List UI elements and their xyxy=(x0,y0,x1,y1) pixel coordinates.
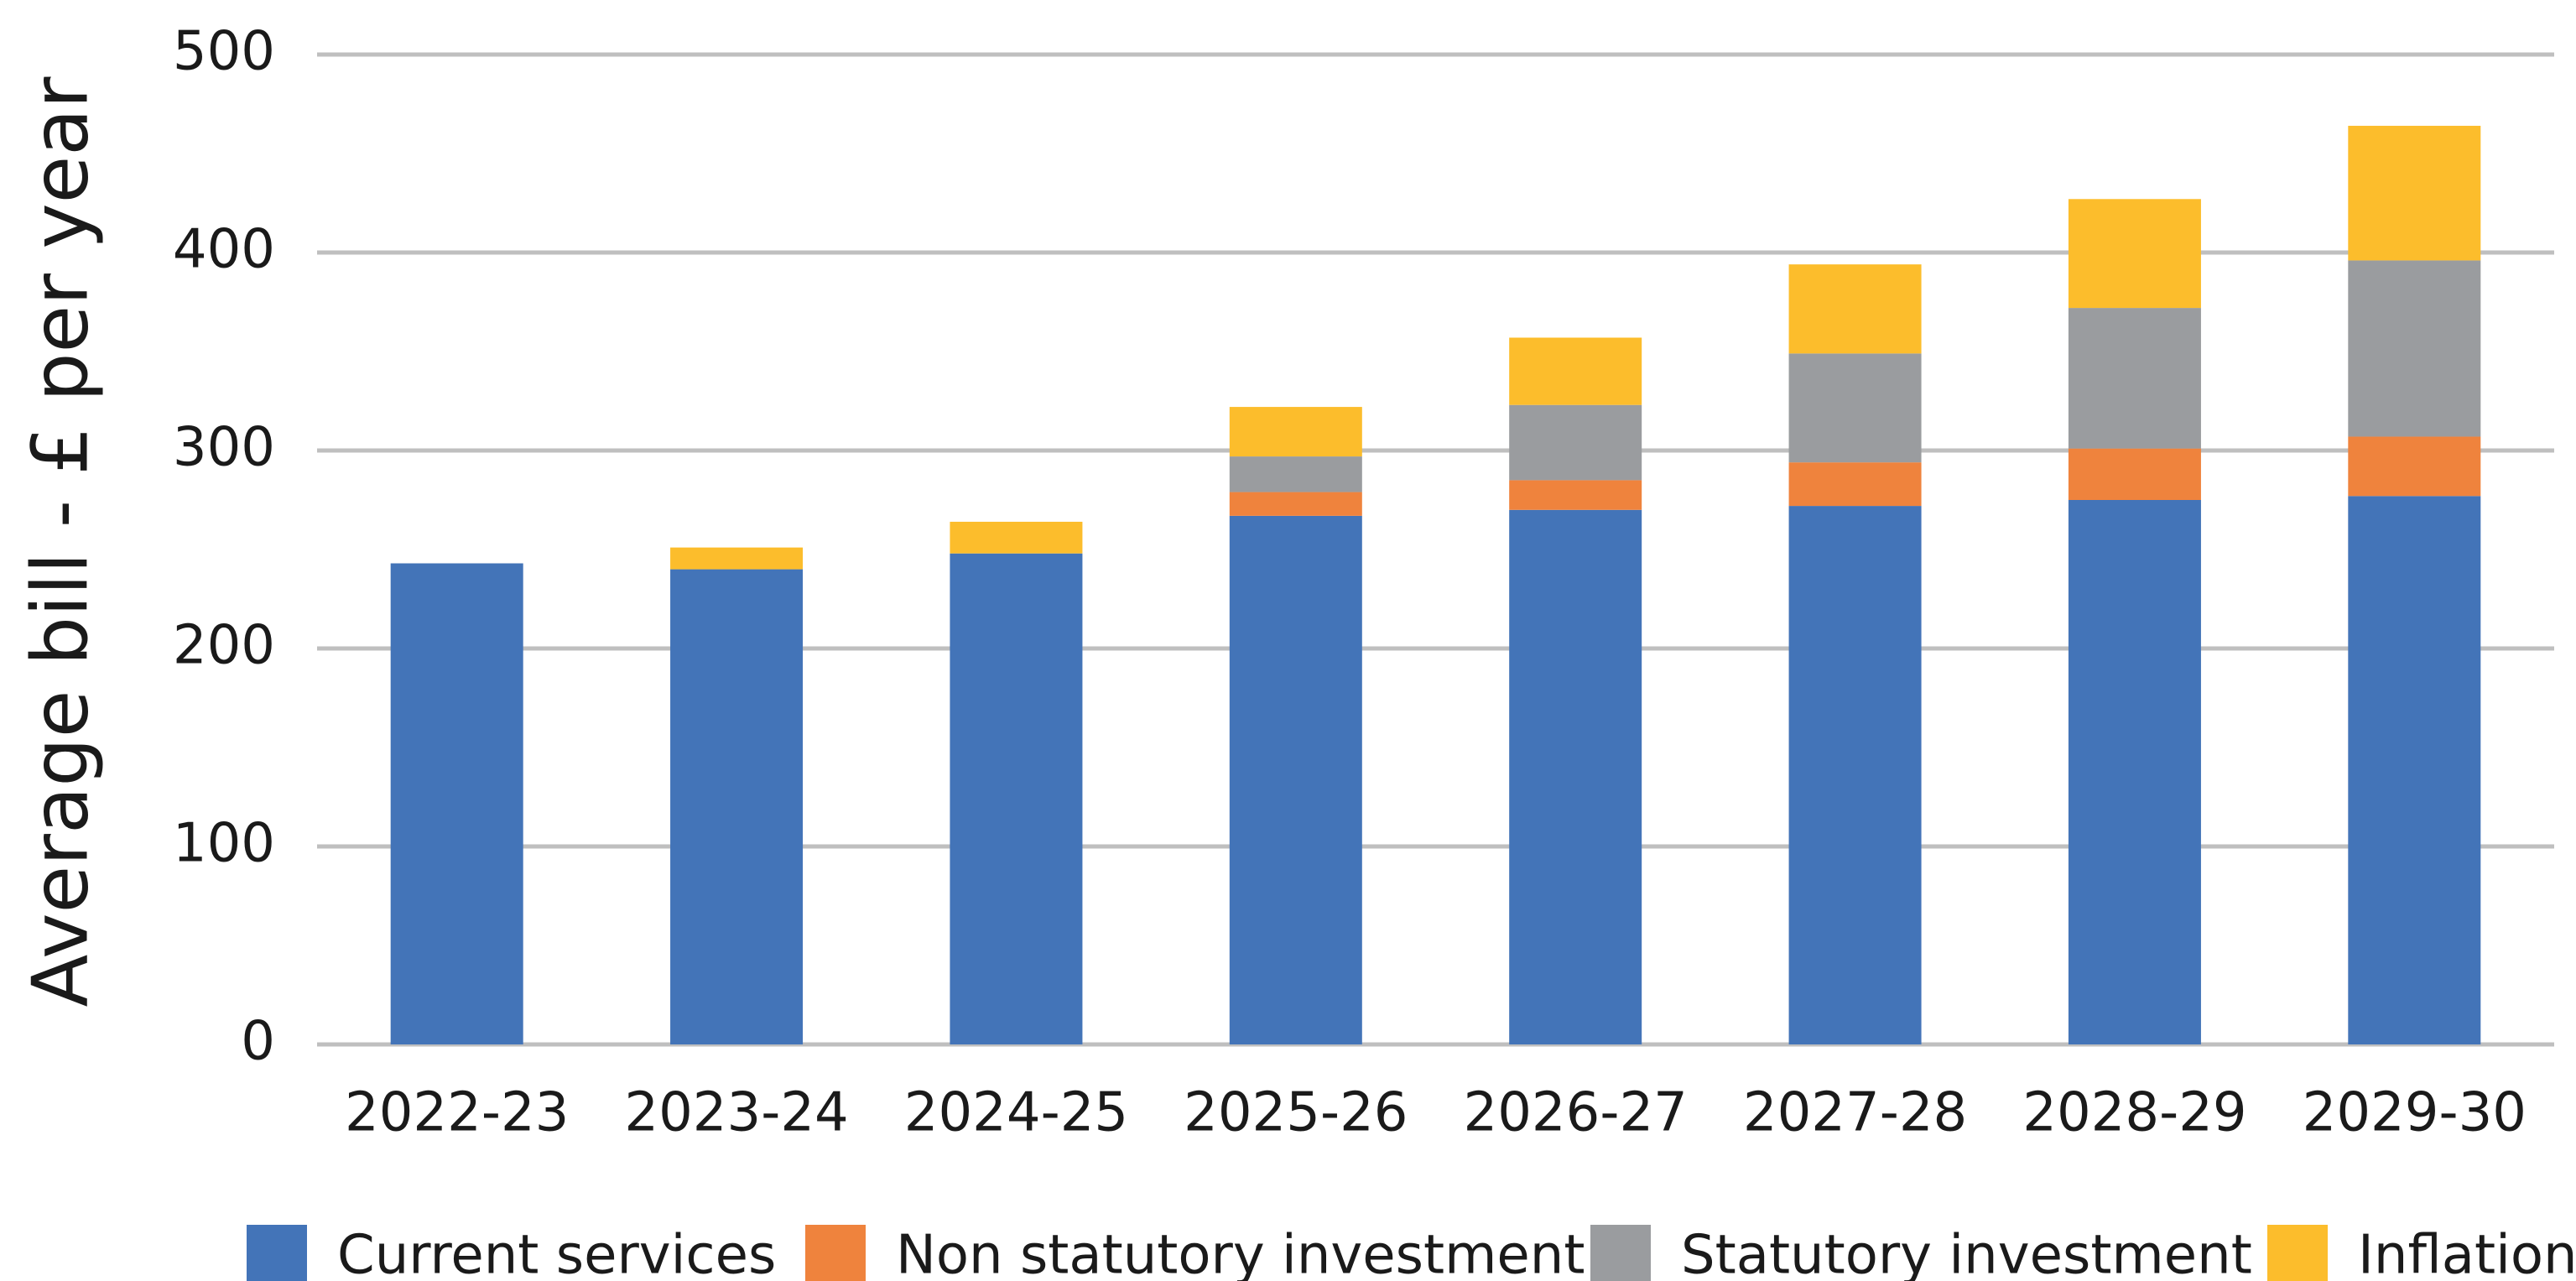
bar-segment xyxy=(1788,264,1922,354)
bar-segment xyxy=(670,547,804,570)
bar-segment xyxy=(1788,353,1922,463)
legend-swatch xyxy=(805,1225,866,1281)
bar-segment xyxy=(950,521,1083,554)
bar-segment xyxy=(1788,462,1922,507)
bar-segment xyxy=(670,569,804,1044)
bar-segment xyxy=(1229,515,1362,1044)
bar-segment xyxy=(1788,506,1922,1044)
bar-segment xyxy=(950,553,1083,1044)
bar-segment xyxy=(1229,407,1362,457)
bar-segment xyxy=(2348,496,2481,1044)
legend-label: Current services xyxy=(337,1225,776,1281)
y-tick-label: 200 xyxy=(173,615,275,677)
bar-segment xyxy=(2068,199,2201,309)
legend-swatch xyxy=(2267,1225,2328,1281)
x-tick-label: 2024-25 xyxy=(904,1082,1128,1144)
y-tick-label: 100 xyxy=(173,813,275,875)
bar-segment xyxy=(1509,480,1642,510)
y-tick-label: 0 xyxy=(241,1011,275,1073)
bar-segment xyxy=(2068,308,2201,449)
bar-segment xyxy=(1229,492,1362,516)
bar-segment xyxy=(2068,500,2201,1044)
y-tick-label: 300 xyxy=(173,417,275,479)
legend-label: Non statutory investment xyxy=(896,1225,1585,1281)
bar-segment xyxy=(1509,404,1642,481)
bar-segment xyxy=(2348,260,2481,437)
legend-label: Statutory investment xyxy=(1681,1225,2252,1281)
bar-segment xyxy=(1509,509,1642,1044)
bar-segment xyxy=(390,563,523,1044)
y-tick-label: 500 xyxy=(173,21,275,83)
y-tick-label: 400 xyxy=(173,219,275,281)
legend-swatch xyxy=(1590,1225,1651,1281)
legend-swatch xyxy=(247,1225,307,1281)
y-axis-title: Average bill - £ per year xyxy=(15,76,105,1007)
bar-segment xyxy=(2348,436,2481,497)
x-tick-label: 2027-28 xyxy=(1743,1082,1967,1144)
x-tick-label: 2026-27 xyxy=(1463,1082,1687,1144)
bar-segment xyxy=(2348,125,2481,261)
x-tick-label: 2025-26 xyxy=(1184,1082,1408,1144)
bar-segment xyxy=(2068,448,2201,500)
x-tick-label: 2022-23 xyxy=(345,1082,569,1144)
legend-label: Inflation xyxy=(2358,1225,2576,1281)
bar-segment xyxy=(1509,337,1642,405)
x-tick-label: 2028-29 xyxy=(2022,1082,2246,1144)
x-tick-label: 2029-30 xyxy=(2303,1082,2527,1144)
bar-segment xyxy=(1229,456,1362,492)
x-tick-label: 2023-24 xyxy=(624,1082,848,1144)
